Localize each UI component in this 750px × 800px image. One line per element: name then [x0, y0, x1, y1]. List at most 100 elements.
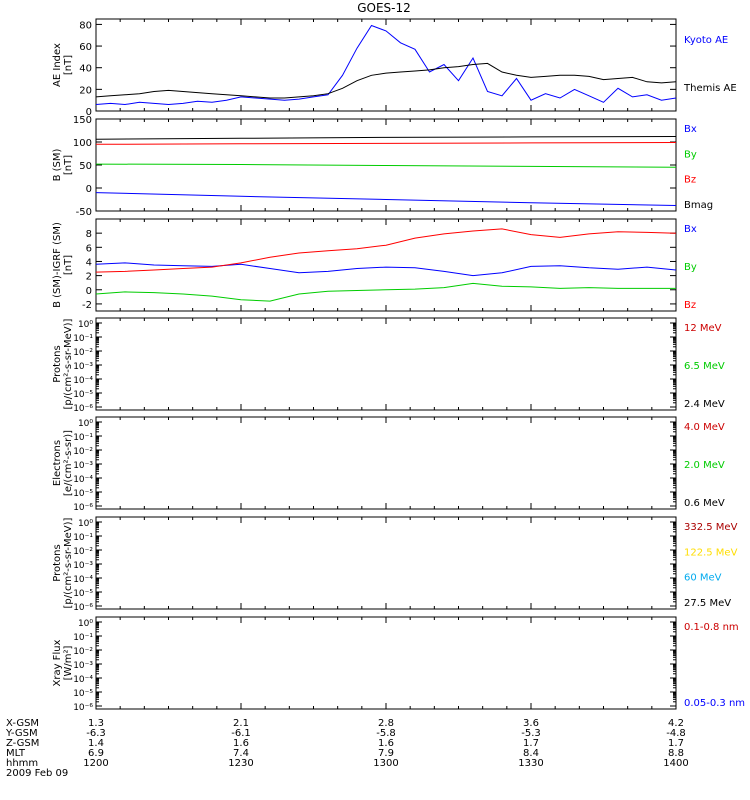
y-axis-label: [nT] [63, 55, 74, 75]
legend-label: By [684, 262, 697, 273]
y-tick-label: 10⁻⁵ [73, 589, 93, 599]
legend-label: Bmag [684, 200, 713, 211]
orbit-value: 6.9 [88, 748, 104, 759]
date-label: 2009 Feb 09 [6, 768, 68, 779]
y-tick-label: 10⁻² [73, 348, 93, 358]
orbit-row-label: MLT [6, 748, 26, 759]
panel-1: AE Index [nT] 0 20 40 60 80 Kyoto AE Themis AE [52, 18, 737, 118]
legend-label: 0.05-0.3 nm [684, 698, 745, 709]
legend-label: 2.4 MeV [684, 399, 725, 410]
y-tick-label: 8 [86, 229, 92, 240]
orbit-row-label: Y-GSM [5, 728, 38, 739]
orbit-value: 1.7 [668, 738, 684, 749]
y-tick-label: 0 [86, 184, 92, 195]
y-axis-label: [nT] [63, 155, 74, 175]
y-axis-label: [p/(cm²-s-sr-MeV)] [63, 517, 74, 608]
legend-label: 332.5 MeV [684, 522, 738, 533]
orbit-value: 1300 [373, 758, 398, 769]
y-tick-label: 4 [86, 257, 92, 268]
panel-frame [95, 317, 677, 411]
panel-5: Electrons [e/(cm²-s-sr)] 10⁰ 10⁻¹ 10⁻² 10⁻³ 10… [52, 416, 725, 513]
orbit-value: 1400 [663, 758, 688, 769]
y-tick-label: 10⁰ [78, 619, 93, 629]
panel-7: Xray Flux [W/m²] 10⁰ 10⁻¹ 10⁻² 10⁻³ 10⁻⁴ 10⁻⁵ 10… [52, 616, 745, 713]
y-axis-label: [nT] [63, 255, 74, 275]
series-line-bx [95, 262, 677, 277]
y-tick-label: 10⁻⁶ [73, 404, 93, 414]
legend-label: 4.0 MeV [684, 422, 725, 433]
legend-label: 60 MeV [684, 573, 722, 584]
legend-label: 12 MeV [684, 323, 722, 334]
y-tick-label: 50 [79, 161, 92, 172]
legend-label: Bx [684, 224, 697, 235]
y-tick-label: 10⁻² [73, 547, 93, 557]
orbit-value: 8.4 [523, 748, 539, 759]
orbit-row-label: X-GSM [6, 718, 39, 729]
legend-label: 27.5 MeV [684, 598, 731, 609]
y-tick-label: 10⁻¹ [73, 433, 93, 443]
series-line-kyoto-ae [95, 24, 677, 106]
orbit-value: 1200 [83, 758, 108, 769]
legend-label: Bz [684, 300, 696, 311]
y-tick-label: 10⁻³ [73, 661, 93, 671]
orbit-value: 7.4 [233, 748, 249, 759]
y-tick-label: 10⁻⁴ [73, 475, 93, 485]
y-tick-label: 80 [79, 20, 92, 31]
y-axis-label: Xray Flux [52, 639, 63, 686]
series-line-bz [95, 228, 677, 273]
series-line-bx [95, 192, 677, 206]
orbit-value: 1230 [228, 758, 253, 769]
y-tick-label: 10⁻³ [73, 461, 93, 471]
y-tick-label: 10⁻⁵ [73, 689, 93, 699]
series-line-by [95, 163, 677, 168]
y-tick-label: 2 [86, 272, 92, 283]
legend-label: By [684, 149, 697, 160]
orbit-row-label: Z-GSM [6, 738, 39, 749]
series-line-bmag [95, 136, 677, 140]
y-axis-label: [W/m²] [63, 645, 74, 680]
y-axis-label: B (SM)-IGRF (SM) [52, 222, 63, 308]
y-tick-label: -50 [76, 207, 92, 218]
y-tick-label: 10⁻¹ [73, 633, 93, 643]
panel-frame [95, 516, 677, 610]
y-tick-label: 10⁻² [73, 647, 93, 657]
y-tick-label: 10⁻⁶ [73, 703, 93, 713]
y-tick-label: 10⁰ [78, 519, 93, 529]
orbit-value: -6.3 [86, 728, 106, 739]
y-tick-label: 0 [86, 286, 92, 297]
panel-frame [95, 616, 677, 710]
y-tick-label: 10⁰ [78, 320, 93, 330]
legend-label: 6.5 MeV [684, 361, 725, 372]
orbit-value: -4.8 [666, 728, 686, 739]
orbit-value: 1330 [518, 758, 543, 769]
y-axis-label: [e/(cm²-s-sr)] [63, 430, 74, 496]
orbit-value: 1.7 [523, 738, 539, 749]
panel-frame [95, 218, 677, 312]
y-tick-label: 10⁻¹ [73, 533, 93, 543]
y-tick-label: 10⁻⁵ [73, 489, 93, 499]
y-axis-label: AE Index [52, 43, 63, 87]
y-tick-label: 40 [79, 64, 92, 75]
series-line-by [95, 282, 676, 302]
orbit-value: 1.6 [233, 738, 249, 749]
y-tick-label: 10⁻⁴ [73, 376, 93, 386]
y-axis-label: B (SM) [52, 148, 63, 181]
orbit-value: 3.6 [523, 718, 539, 729]
series-line-themis-ae [95, 62, 677, 99]
y-axis-label: Protons [52, 345, 63, 382]
legend-label: 122.5 MeV [684, 547, 738, 558]
y-tick-label: 10⁻⁶ [73, 503, 93, 513]
y-tick-label: 10⁻² [73, 447, 93, 457]
y-axis-label: Electrons [52, 440, 63, 486]
y-tick-label: 10⁻⁶ [73, 603, 93, 613]
y-tick-label: 10⁻³ [73, 561, 93, 571]
y-tick-label: 60 [79, 42, 92, 53]
panel-3: B (SM)-IGRF (SM) [nT] -2 0 2 4 6 8 Bx By Bz [52, 218, 697, 312]
orbit-row-label: hhmm [6, 758, 38, 769]
legend-label: 0.6 MeV [684, 498, 725, 509]
orbit-value: 8.8 [668, 748, 684, 759]
y-tick-label: 20 [79, 85, 92, 96]
y-axis-label: Protons [52, 544, 63, 581]
